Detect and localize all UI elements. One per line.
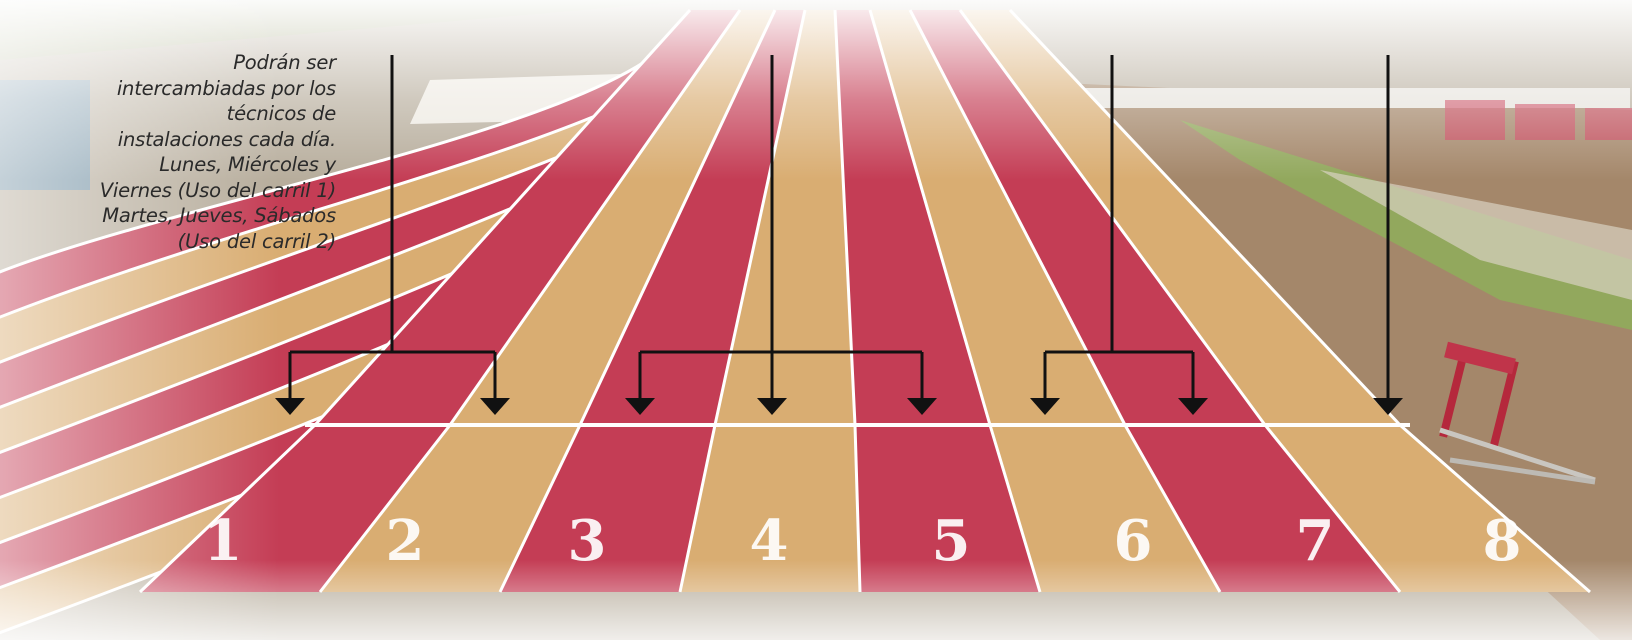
caption-line: técnicos de <box>226 102 337 125</box>
arrow-layer <box>275 55 1403 415</box>
arrow-head-icon <box>757 398 787 415</box>
group-lanes-6-7 <box>1030 55 1208 415</box>
arrow-head-icon <box>275 398 305 415</box>
caption-line: Lunes, Miércoles y <box>159 153 336 176</box>
group-lanes-1-2 <box>275 55 510 415</box>
arrow-head-icon <box>1030 398 1060 415</box>
caption-line: Viernes (Uso del carril 1) <box>99 178 336 202</box>
group-lanes-3-4-5 <box>625 55 937 415</box>
arrow-head-icon <box>907 398 937 415</box>
caption-line: Podrán ser <box>233 51 336 74</box>
hurdle-icon <box>1439 341 1596 485</box>
caption-line: Martes, Jueves, Sábados <box>102 204 336 227</box>
sand-area <box>1320 170 1632 300</box>
arrow-head-icon <box>480 398 510 415</box>
group-lane-8 <box>1373 55 1403 415</box>
fog-bottom <box>0 560 1632 640</box>
fog-left <box>0 0 700 640</box>
arrow-head-icon <box>1373 398 1403 415</box>
caption-line: instalaciones cada día. <box>117 127 336 151</box>
caption-line: (Uso del carril 2) <box>177 229 337 253</box>
lane-usage-caption: Podrán ser intercambiadas por los técnicos… <box>40 50 336 254</box>
arrow-head-icon <box>1178 398 1208 415</box>
arrow-head-icon <box>625 398 655 415</box>
caption-line: intercambiadas por los <box>116 76 336 100</box>
